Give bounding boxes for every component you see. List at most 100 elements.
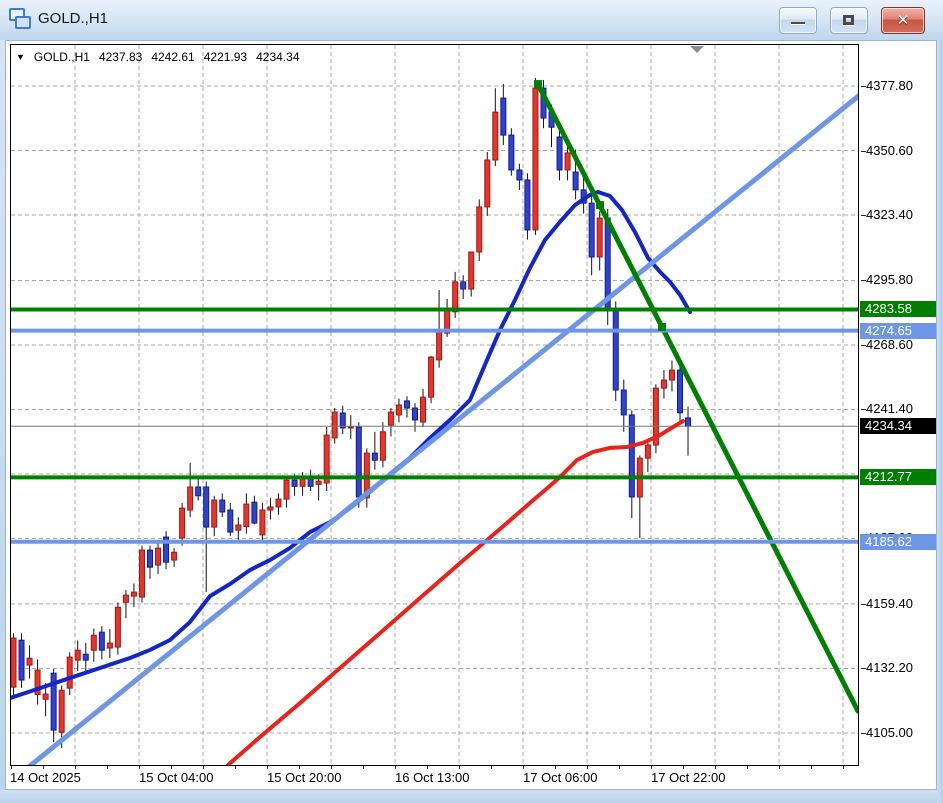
time-axis-label: 17 Oct 22:00: [651, 770, 726, 785]
price-tick-label: 4241.40: [861, 401, 913, 416]
bull-candle: [259, 509, 266, 536]
price-tick-label: 4323.40: [861, 207, 913, 222]
trendline-anchor[interactable]: [534, 80, 542, 89]
price-tick-mark: [861, 668, 866, 670]
bull-candle: [379, 431, 386, 461]
price-tick-mark: [861, 86, 866, 87]
ma-red-line[interactable]: [226, 419, 685, 765]
price-line-label-4212.77: 4212.77: [860, 469, 936, 486]
open-value: 4237.83: [98, 50, 143, 64]
price-tick-mark: [861, 150, 866, 152]
bear-candle: [163, 536, 170, 563]
time-tick-mark: [715, 766, 716, 769]
restore-button[interactable]: [830, 7, 868, 34]
trendline-anchor[interactable]: [596, 201, 604, 210]
minimize-button[interactable]: [779, 7, 817, 34]
price-axis[interactable]: 4377.80 4350.60 4323.40 4295.80 4268.60 4241.…: [859, 44, 937, 766]
price-tick-mark: [861, 409, 866, 411]
chevron-down-icon: ▼: [16, 52, 25, 62]
bear-candle: [516, 169, 523, 181]
bear-candle: [500, 97, 507, 136]
time-tick-mark: [843, 766, 844, 769]
price-line-label-4185.62: 4185.62: [860, 533, 936, 550]
bull-candle: [660, 379, 667, 389]
bull-candle: [243, 503, 250, 528]
minimize-icon: [791, 22, 805, 25]
time-axis-label: 16 Oct 13:00: [395, 770, 470, 785]
time-tick-mark: [395, 766, 396, 769]
close-button[interactable]: ✕: [881, 7, 925, 34]
bull-candle: [476, 206, 483, 253]
bear-candle: [508, 134, 515, 171]
bull-candle: [283, 479, 290, 500]
time-tick-mark: [651, 766, 652, 769]
bear-candle: [556, 136, 563, 171]
time-tick-mark: [107, 766, 108, 769]
bear-candle: [147, 549, 154, 568]
ma-blue-line[interactable]: [11, 190, 692, 700]
bull-candle: [436, 329, 443, 361]
price-tick-label: 4350.60: [861, 143, 913, 158]
bull-candle: [395, 404, 402, 416]
bull-candle: [26, 657, 33, 666]
bull-candle: [315, 480, 322, 485]
bull-candle: [235, 524, 242, 531]
close-icon: ✕: [896, 12, 910, 29]
time-axis[interactable]: 14 Oct 2025 15 Oct 04:00 15 Oct 20:00 16 Oc…: [5, 766, 937, 790]
time-axis-label: 15 Oct 20:00: [267, 770, 342, 785]
bull-candle: [171, 551, 178, 561]
price-tick-mark: [861, 215, 866, 216]
bear-candle: [524, 179, 531, 231]
bull-candle: [644, 444, 651, 459]
bull-candle: [275, 498, 282, 508]
bear-candle: [98, 631, 105, 651]
bull-candle: [58, 689, 65, 733]
bull-candle: [652, 387, 659, 446]
time-tick-mark: [299, 766, 300, 769]
time-tick-mark: [555, 766, 556, 769]
time-tick-mark: [747, 766, 748, 769]
bull-candle: [155, 547, 162, 566]
bull-candle: [138, 549, 145, 598]
restore-icon: [843, 15, 854, 25]
price-tick-mark: [861, 603, 866, 605]
bull-candle: [484, 159, 491, 208]
time-tick-mark: [491, 766, 492, 769]
chart-plot-frame: [10, 44, 859, 766]
bull-candle: [11, 637, 17, 688]
descending-trendline[interactable]: [535, 81, 858, 714]
bull-candle: [452, 281, 459, 313]
trendline-anchor[interactable]: [658, 322, 666, 331]
candlestick-chart[interactable]: [11, 45, 858, 765]
time-tick-mark: [331, 766, 332, 769]
time-tick-mark: [11, 766, 12, 769]
bull-candle: [179, 507, 186, 539]
time-tick-mark: [235, 766, 236, 769]
bull-candle: [74, 649, 81, 661]
bull-candle: [267, 506, 274, 511]
low-value: 4221.93: [203, 50, 248, 64]
bull-candle: [668, 369, 675, 381]
time-axis-label: 17 Oct 06:00: [523, 770, 598, 785]
price-tick-label: 4295.80: [861, 272, 913, 287]
time-tick-mark: [43, 766, 44, 769]
bull-candle: [347, 426, 354, 429]
bear-candle: [612, 309, 619, 391]
bull-candle: [532, 87, 539, 231]
title-bar[interactable]: GOLD.,H1 ✕: [0, 0, 943, 40]
ascending-trendline[interactable]: [25, 93, 858, 765]
bear-candle: [50, 672, 57, 731]
current-price-label: 4234.34: [860, 418, 936, 435]
bear-candle: [203, 486, 210, 528]
bull-candle: [420, 396, 427, 423]
bear-candle: [291, 479, 298, 487]
price-line-label-4274.65: 4274.65: [860, 322, 936, 339]
bull-candle: [130, 591, 137, 597]
bull-candle: [387, 411, 394, 426]
price-tick-label: 4159.40: [861, 596, 913, 611]
bear-candle: [219, 499, 226, 513]
window-title: GOLD.,H1: [38, 10, 109, 27]
time-tick-mark: [587, 766, 588, 769]
time-tick-mark: [427, 766, 428, 769]
chart-shift-marker-icon[interactable]: [690, 46, 704, 53]
